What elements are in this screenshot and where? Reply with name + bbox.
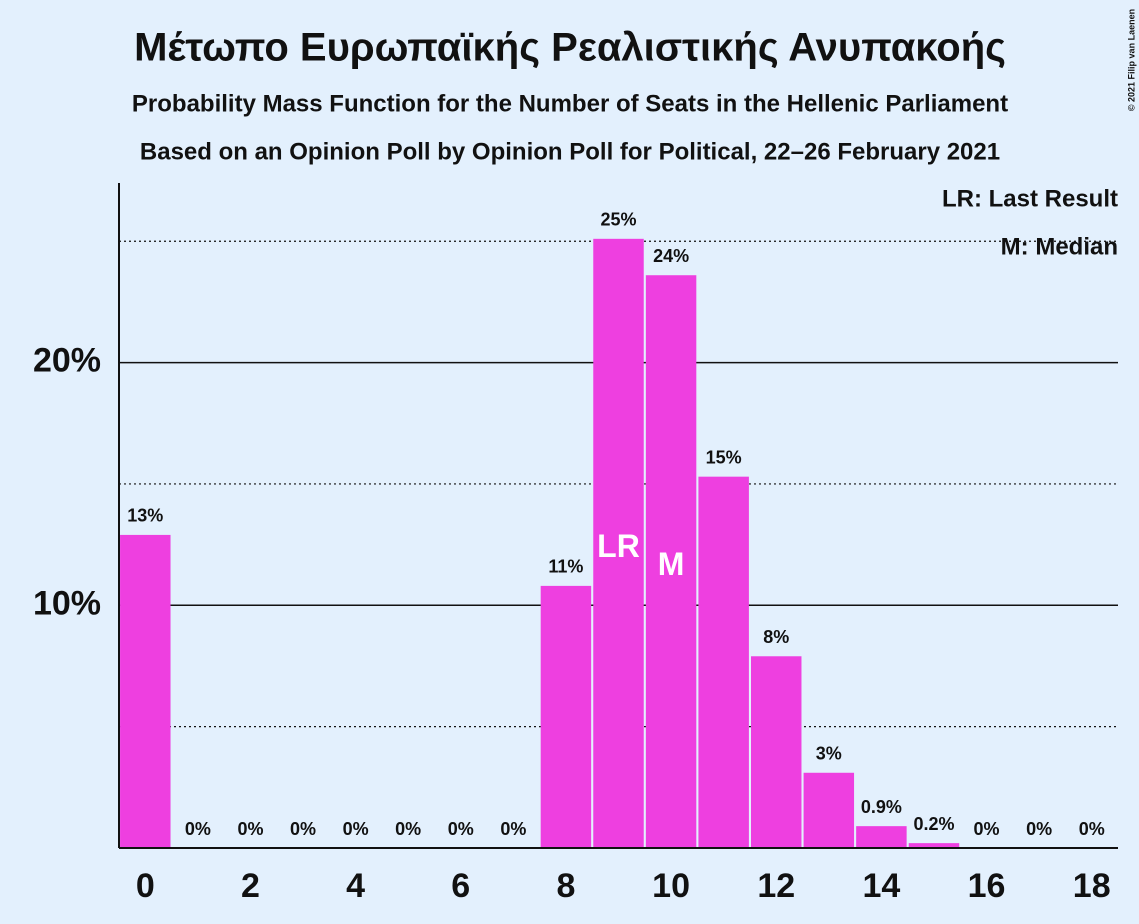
- bar: [645, 275, 697, 848]
- copyright: © 2021 Filip van Laenen: [1126, 9, 1136, 111]
- bar-annotation: M: [658, 546, 685, 582]
- value-label: 3%: [816, 744, 842, 764]
- bar-annotation: LR: [597, 528, 640, 564]
- value-label: 0%: [395, 819, 421, 839]
- x-tick-label: 4: [346, 867, 365, 905]
- legend-note: LR: Last Result: [942, 185, 1118, 212]
- bar: [698, 476, 749, 848]
- bar: [593, 238, 644, 848]
- x-tick-label: 6: [451, 867, 470, 905]
- bar: [750, 656, 802, 848]
- x-tick-label: 2: [241, 867, 260, 905]
- x-tick-label: 8: [556, 867, 575, 905]
- legend-note: M: Median: [1001, 233, 1118, 260]
- bar: [803, 772, 855, 848]
- x-tick-label: 18: [1073, 867, 1111, 905]
- value-label: 0%: [974, 819, 1000, 839]
- value-label: 0%: [1026, 819, 1052, 839]
- value-label: 11%: [548, 557, 583, 577]
- bar: [120, 534, 171, 848]
- bar: [540, 585, 592, 848]
- value-label: 8%: [763, 627, 789, 647]
- x-tick-label: 0: [136, 867, 155, 905]
- value-label: 25%: [600, 210, 636, 230]
- value-label: 0.9%: [861, 797, 902, 817]
- y-tick-label: 20%: [33, 342, 101, 380]
- value-label: 13%: [127, 506, 163, 526]
- x-tick-label: 14: [862, 867, 900, 905]
- value-label: 0%: [290, 819, 316, 839]
- value-label: 0%: [185, 819, 211, 839]
- value-label: 0%: [448, 819, 474, 839]
- value-label: 0%: [237, 819, 263, 839]
- x-tick-label: 10: [652, 867, 690, 905]
- bar: [908, 843, 960, 848]
- value-label: 0%: [500, 819, 526, 839]
- chart-subtitle: Probability Mass Function for the Number…: [132, 90, 1008, 117]
- x-tick-label: 16: [968, 867, 1006, 905]
- chart-title: Μέτωπο Ευρωπαϊκής Ρεαλιστικής Ανυπακοής: [134, 26, 1006, 70]
- value-label: 0%: [343, 819, 369, 839]
- x-tick-label: 12: [757, 867, 795, 905]
- value-label: 15%: [706, 447, 742, 467]
- bar: [856, 826, 907, 848]
- chart-subtitle: Based on an Opinion Poll by Opinion Poll…: [140, 138, 1000, 165]
- value-label: 0%: [1079, 819, 1105, 839]
- value-label: 0.2%: [913, 814, 954, 834]
- value-label: 24%: [653, 246, 689, 266]
- y-tick-label: 10%: [33, 584, 101, 622]
